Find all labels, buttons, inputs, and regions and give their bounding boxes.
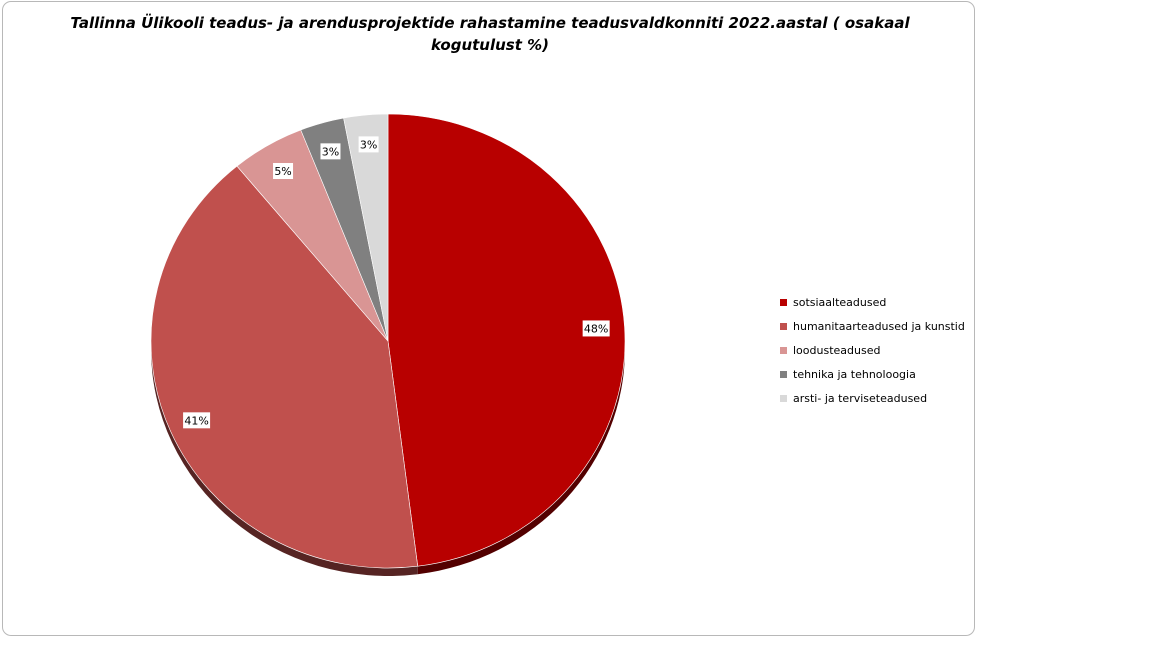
- data-label-0: 48%: [582, 320, 610, 337]
- data-label-text-3: 3%: [322, 145, 339, 158]
- legend-label-4: arsti- ja terviseteadused: [793, 391, 928, 405]
- data-label-1: 41%: [183, 412, 211, 429]
- legend-label-3: tehnika ja tehnoloogia: [793, 367, 916, 381]
- legend-label-2: loodusteadused: [793, 343, 881, 357]
- data-label-box-3: [320, 143, 341, 160]
- data-label-text-1: 41%: [184, 414, 208, 427]
- data-label-text-0: 48%: [584, 322, 608, 335]
- legend-item-0: sotsiaalteadused: [780, 290, 965, 314]
- chart-legend: sotsiaalteadused humanitaarteadused ja ku…: [780, 290, 965, 410]
- data-labels: 48% 41% 5% 3% 3%: [183, 136, 610, 429]
- data-label-box-4: [358, 136, 379, 153]
- data-label-text-2: 5%: [274, 165, 291, 178]
- pie-slice-1: [150, 165, 419, 569]
- legend-label-0: sotsiaalteadused: [793, 295, 887, 309]
- data-label-box-2: [273, 163, 294, 180]
- data-label-2: 5%: [273, 163, 294, 180]
- legend-item-3: tehnika ja tehnoloogia: [780, 362, 965, 386]
- legend-swatch-4: [780, 394, 787, 402]
- data-label-box-1: [183, 412, 211, 429]
- legend-item-1: humanitaarteadused ja kunstid: [780, 314, 965, 338]
- pie-slice-4: [343, 113, 389, 342]
- data-label-text-4: 3%: [360, 138, 377, 151]
- legend-swatch-1: [780, 322, 787, 330]
- data-label-4: 3%: [358, 136, 379, 153]
- pie-slice-0: [387, 113, 626, 567]
- pie-group: [150, 113, 626, 576]
- chart-title: Tallinna Ülikooli teadus- ja arendusproj…: [70, 14, 910, 54]
- legend-item-4: arsti- ja terviseteadused: [780, 386, 965, 410]
- data-label-box-0: [582, 320, 610, 337]
- legend-label-1: humanitaarteadused ja kunstid: [793, 319, 965, 333]
- legend-swatch-0: [780, 298, 787, 306]
- data-label-3: 3%: [320, 143, 341, 160]
- legend-swatch-2: [780, 346, 787, 354]
- legend-item-2: loodusteadused: [780, 338, 965, 362]
- legend-swatch-3: [780, 370, 787, 378]
